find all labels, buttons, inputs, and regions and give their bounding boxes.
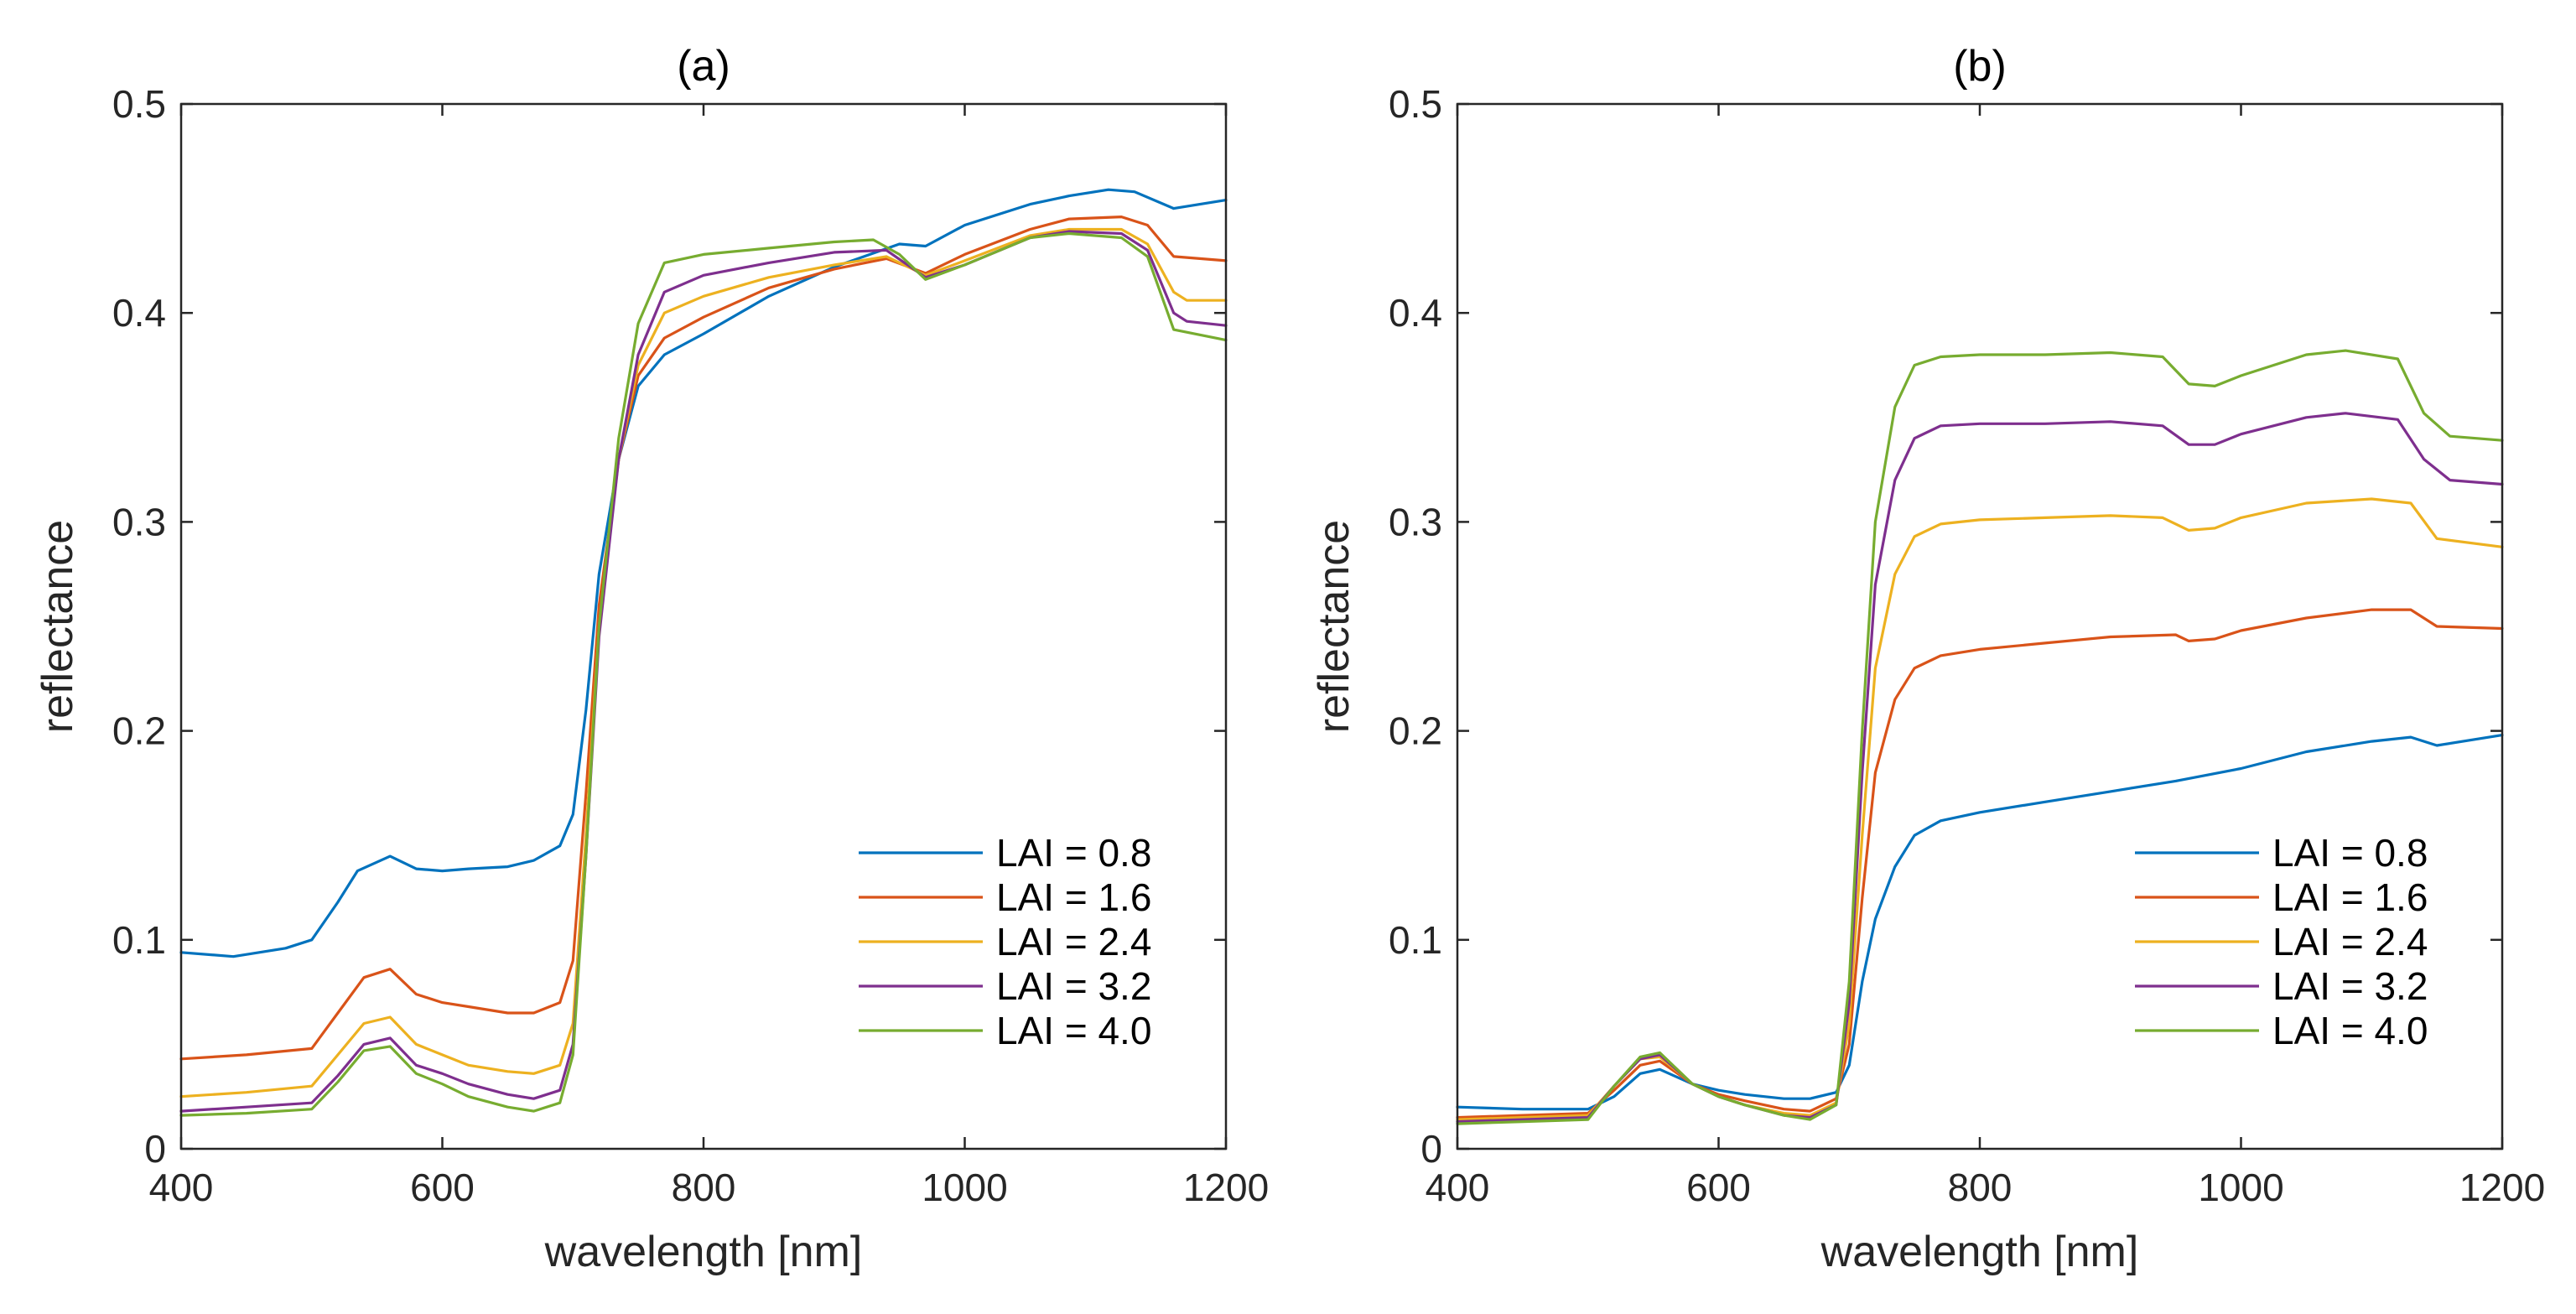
x-tick-label: 1000 [2198,1166,2283,1209]
x-axis-label: wavelength [nm] [544,1228,863,1276]
legend-label-4: LAI = 3.2 [996,964,1151,1008]
panel-title: (a) [677,42,730,91]
y-tick-label: 0 [1420,1127,1442,1171]
y-axis-label: reflectance [1310,520,1358,733]
y-axis-label: reflectance [34,520,82,733]
y-tick-label: 0.4 [112,291,166,335]
x-tick-label: 1200 [2459,1166,2545,1209]
y-tick-label: 0.2 [1389,709,1442,753]
y-tick-label: 0.1 [112,918,166,962]
y-tick-label: 0.5 [1389,82,1442,126]
series-line-5 [1456,349,2504,1125]
legend-label-5: LAI = 4.0 [2272,1009,2428,1052]
x-tick-label: 1200 [1183,1166,1269,1209]
series-line-5 [179,231,1228,1117]
y-tick-label: 0.5 [112,82,166,126]
legend-label-5: LAI = 4.0 [996,1009,1151,1052]
y-tick-label: 0.3 [1389,500,1442,543]
x-tick-label: 400 [1426,1166,1490,1209]
x-axis-label: wavelength [nm] [1820,1228,2139,1276]
x-tick-label: 600 [410,1166,475,1209]
plot-series [1456,349,2504,1125]
series-line-2 [1456,608,2504,1119]
legend-label-4: LAI = 3.2 [2272,964,2428,1008]
legend-label-1: LAI = 0.8 [996,831,1151,875]
legend-label-2: LAI = 1.6 [996,875,1151,919]
series-line-1 [1456,734,2504,1111]
legend-label-2: LAI = 1.6 [2272,875,2428,919]
y-tick-label: 0.2 [112,709,166,753]
series-line-3 [1456,497,2504,1121]
plot-series [179,188,1228,1117]
x-tick-label: 800 [1948,1166,2012,1209]
panel-b: 400 600 800 1000 1200 0 0.1 0.2 0.3 0.4 0.5 (b) wave… [1310,42,2545,1276]
legend-label-1: LAI = 0.8 [2272,831,2428,875]
y-tick-label: 0 [144,1127,166,1171]
series-line-4 [1456,412,2504,1124]
series-line-4 [179,230,1228,1113]
x-tick-label: 1000 [922,1166,1007,1209]
panel-title: (b) [1953,42,2007,91]
x-tick-label: 800 [672,1166,736,1209]
panel-a: 400 600 800 1000 1200 0 0.1 0.2 0.3 0.4 0.5 (a) wave… [34,42,1269,1276]
series-line-1 [179,188,1228,958]
y-tick-label: 0.3 [112,500,166,543]
x-tick-label: 400 [149,1166,214,1209]
y-tick-label: 0.1 [1389,918,1442,962]
y-tick-label: 0.4 [1389,291,1442,335]
legend-label-3: LAI = 2.4 [2272,920,2428,963]
legend-label-3: LAI = 2.4 [996,920,1151,963]
x-tick-label: 600 [1686,1166,1751,1209]
